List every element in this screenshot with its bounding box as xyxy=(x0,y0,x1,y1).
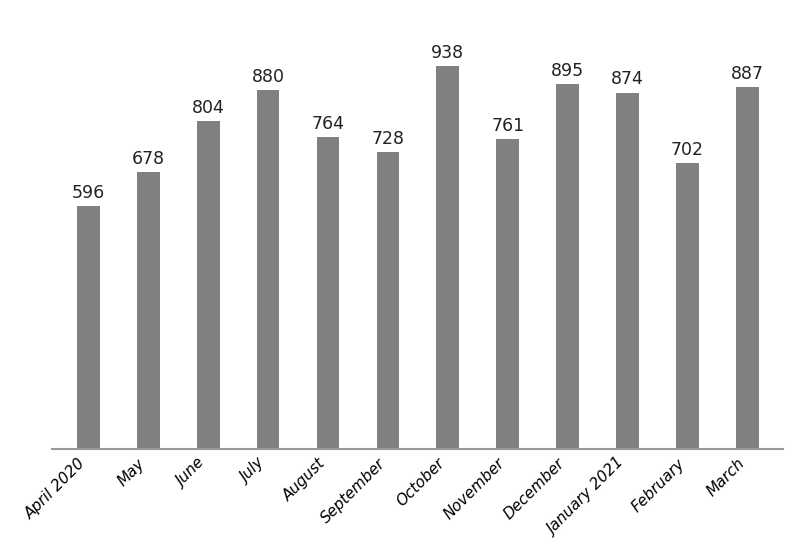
Text: 596: 596 xyxy=(72,184,105,202)
Text: 938: 938 xyxy=(431,44,464,62)
Text: 880: 880 xyxy=(251,68,285,86)
Text: 895: 895 xyxy=(551,62,584,80)
Bar xyxy=(137,173,160,449)
Bar xyxy=(676,163,699,449)
Text: 728: 728 xyxy=(371,130,404,148)
Text: 761: 761 xyxy=(491,117,524,134)
Text: 874: 874 xyxy=(611,70,644,88)
Bar xyxy=(616,93,639,449)
Text: 804: 804 xyxy=(192,99,225,117)
Bar xyxy=(317,138,339,449)
Bar xyxy=(736,87,758,449)
Bar xyxy=(377,152,399,449)
Text: 702: 702 xyxy=(671,140,704,159)
Text: 678: 678 xyxy=(132,150,165,168)
Bar xyxy=(437,67,459,449)
Text: 887: 887 xyxy=(731,65,764,83)
Bar xyxy=(197,121,219,449)
Bar xyxy=(77,206,100,449)
Text: 764: 764 xyxy=(311,115,345,133)
Bar xyxy=(496,139,519,449)
Bar xyxy=(257,90,279,449)
Bar xyxy=(556,84,579,449)
